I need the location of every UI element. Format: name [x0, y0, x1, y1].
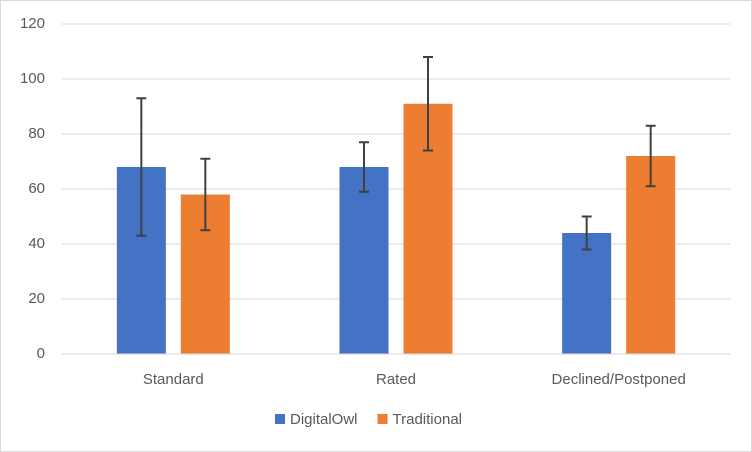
y-tick-label: 40 [28, 235, 45, 252]
bar [562, 233, 612, 354]
error-bar [645, 124, 656, 188]
y-tick-label: 0 [37, 345, 45, 362]
x-tick-label: Standard [143, 371, 204, 388]
x-tick-label: Rated [376, 371, 416, 388]
bar [339, 167, 389, 354]
error-bar [359, 141, 369, 193]
legend-label: DigitalOwl [290, 411, 358, 428]
legend-swatch [377, 414, 388, 424]
x-tick-label: Declined/Postponed [552, 371, 686, 388]
error-bar [200, 157, 211, 232]
y-tick-label: 80 [28, 125, 45, 142]
error-bar [136, 97, 147, 237]
error-bar [581, 215, 592, 251]
y-tick-label: 120 [20, 15, 45, 32]
error-bar [423, 56, 433, 152]
legend-label: Traditional [393, 411, 462, 428]
legend-swatch [275, 414, 285, 424]
bar [626, 156, 676, 354]
y-tick-label: 20 [28, 290, 45, 307]
y-tick-label: 100 [20, 70, 45, 87]
y-tick-label: 60 [28, 180, 45, 197]
